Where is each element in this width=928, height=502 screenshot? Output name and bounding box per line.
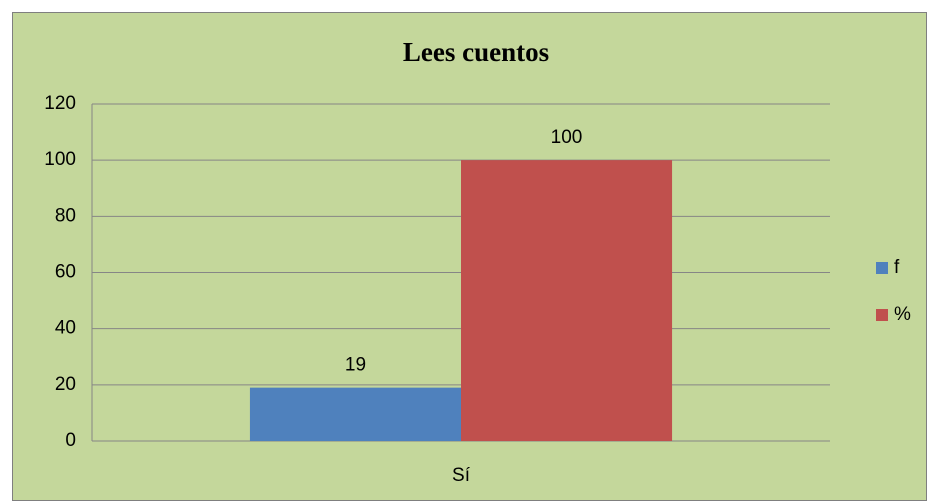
y-tick-label: 0 xyxy=(65,430,76,451)
legend-label: % xyxy=(894,304,911,325)
data-label: 100 xyxy=(551,127,583,148)
y-tick-label: 40 xyxy=(55,318,76,339)
y-tick-label: 60 xyxy=(55,262,76,283)
chart-title: Lees cuentos xyxy=(403,37,549,67)
legend-swatch xyxy=(876,309,888,321)
y-tick-label: 80 xyxy=(55,205,76,226)
y-tick-label: 20 xyxy=(55,374,76,395)
bar xyxy=(461,160,673,441)
legend-swatch xyxy=(876,262,888,274)
x-tick-label: Sí xyxy=(452,465,471,486)
y-tick-label: 100 xyxy=(44,149,76,170)
bar xyxy=(249,387,461,441)
data-label: 19 xyxy=(345,355,366,376)
legend-label: f xyxy=(894,257,900,278)
y-tick-label: 120 xyxy=(44,93,76,114)
